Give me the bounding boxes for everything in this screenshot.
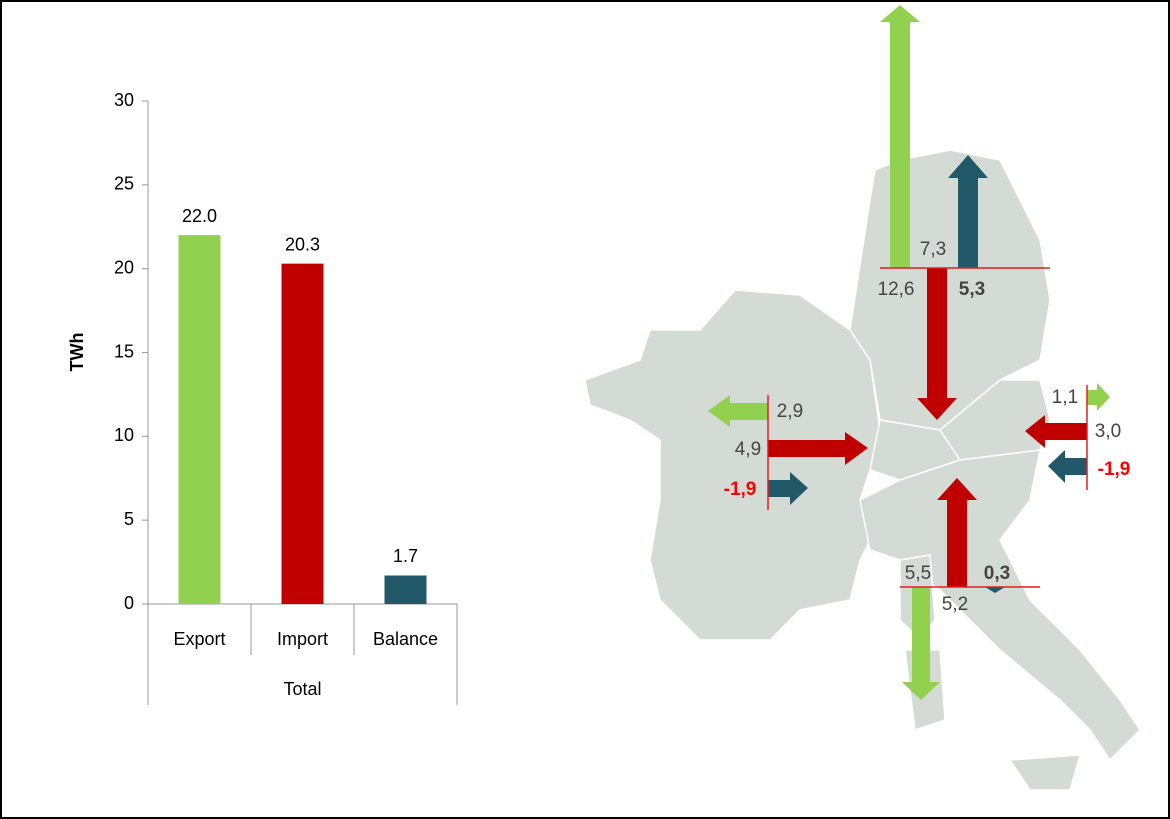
arrow: [1025, 415, 1087, 448]
x-tick-label: Balance: [373, 629, 438, 649]
y-tick-label: 10: [114, 425, 134, 445]
flow-label: 0,3: [984, 563, 1010, 584]
sicily: [1008, 754, 1082, 791]
y-tick-label: 5: [124, 509, 134, 529]
y-tick-label: 15: [114, 341, 134, 361]
arrow: [917, 268, 957, 420]
flow-arrows: [708, 5, 1110, 700]
arrow: [880, 5, 920, 268]
flow-label: 5,2: [942, 594, 968, 615]
bar: [178, 235, 221, 604]
map: [584, 149, 1141, 791]
y-tick-label: 20: [114, 257, 134, 277]
y-tick-label: 0: [124, 593, 134, 613]
value-label: 22.0: [182, 206, 217, 226]
arrow: [708, 395, 768, 427]
flow-label: -1,9: [724, 479, 757, 500]
arrow: [902, 587, 940, 700]
flow-label: 4,9: [735, 439, 761, 460]
arrow: [768, 432, 868, 465]
group-label: Total: [283, 679, 321, 699]
arrow: [1087, 383, 1110, 411]
arrow: [948, 155, 988, 268]
value-label: 20.3: [285, 234, 320, 254]
flow-label: 2,9: [777, 401, 803, 422]
arrow: [937, 478, 977, 587]
y-tick-label: 25: [114, 174, 134, 194]
flow-label: 5,3: [959, 279, 985, 300]
arrow: [768, 472, 808, 505]
flow-label: 5,5: [905, 563, 931, 584]
bar: [281, 263, 324, 604]
arrow: [985, 587, 1005, 593]
y-axis-label: TWh: [67, 333, 87, 372]
arrow: [1048, 450, 1087, 483]
value-label: 1.7: [393, 546, 418, 566]
flow-label: 1,1: [1052, 387, 1078, 408]
x-tick-label: Import: [277, 629, 328, 649]
flow-label: 12,6: [878, 279, 915, 300]
x-tick-label: Export: [173, 629, 225, 649]
y-tick-label: 30: [114, 90, 134, 110]
flow-label: -1,9: [1098, 459, 1131, 480]
flow-label: 7,3: [920, 239, 946, 260]
italy: [859, 449, 1141, 762]
flow-label: 3,0: [1095, 421, 1121, 442]
bar: [384, 575, 427, 604]
border-lines: [767, 267, 1088, 588]
